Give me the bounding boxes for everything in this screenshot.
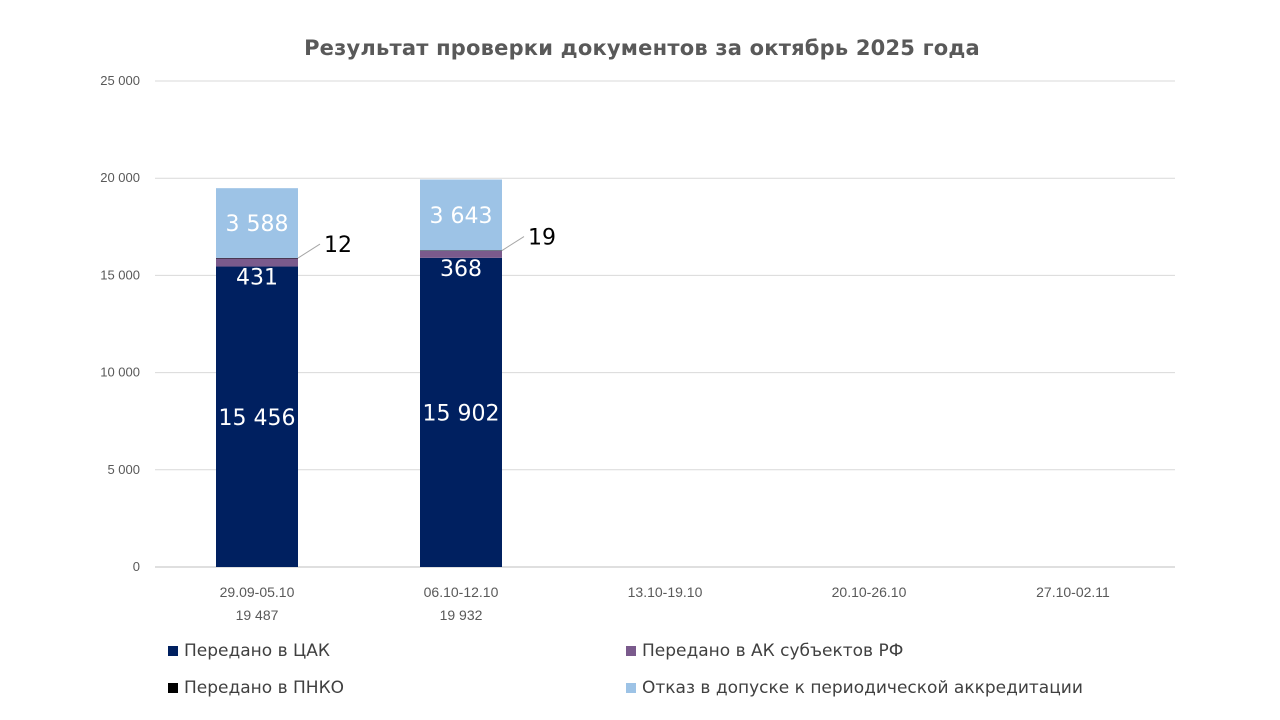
gridlines bbox=[155, 80, 1175, 568]
y-axis-ticks: 0 5 000 10 000 15 000 20 000 25 000 bbox=[100, 73, 140, 574]
bars bbox=[216, 179, 502, 567]
data-label: 15 902 bbox=[423, 401, 500, 426]
chart-title: Результат проверки документов за октябрь… bbox=[304, 36, 980, 60]
x-tick-label: 06.10-12.10 bbox=[424, 584, 499, 600]
data-label: 368 bbox=[440, 257, 482, 282]
leader-line bbox=[501, 236, 525, 251]
leader-line bbox=[297, 243, 321, 259]
y-tick-label: 15 000 bbox=[100, 267, 140, 282]
data-label: 3 588 bbox=[226, 212, 289, 237]
bar-segment-cak bbox=[216, 266, 298, 567]
bar-segment-ak bbox=[216, 258, 298, 267]
data-label: 15 456 bbox=[219, 406, 296, 431]
x-tick-label: 29.09-05.10 bbox=[220, 584, 295, 600]
x-axis-ticks: 29.09-05.10 19 487 06.10-12.10 19 932 13.10-… bbox=[220, 584, 1110, 623]
data-label: 19 bbox=[528, 226, 556, 251]
y-tick-label: 10 000 bbox=[100, 365, 140, 380]
y-tick-label: 5 000 bbox=[107, 462, 140, 477]
x-tick-label: 20.10-26.10 bbox=[832, 584, 907, 600]
bar-segment-ak bbox=[420, 250, 502, 258]
y-tick-label: 0 bbox=[133, 559, 140, 574]
y-tick-label: 25 000 bbox=[100, 73, 140, 88]
data-label: 431 bbox=[236, 266, 278, 291]
data-label: 12 bbox=[324, 233, 352, 258]
x-total-label: 19 487 bbox=[236, 607, 279, 623]
bar-segment-cak bbox=[420, 257, 502, 567]
data-label: 3 643 bbox=[430, 204, 493, 229]
x-tick-label: 13.10-19.10 bbox=[628, 584, 703, 600]
bar-segment-pnko bbox=[420, 250, 502, 251]
data-labels: 15 456 431 12 3 588 15 902 368 19 3 643 bbox=[219, 204, 556, 431]
bar-segment-refusal bbox=[420, 179, 502, 251]
x-tick-label: 27.10-02.11 bbox=[1036, 584, 1110, 600]
bar-segment-pnko bbox=[216, 257, 298, 259]
bar-segment-refusal bbox=[216, 188, 298, 258]
x-total-label: 19 932 bbox=[440, 607, 483, 623]
y-tick-label: 20 000 bbox=[100, 170, 140, 185]
